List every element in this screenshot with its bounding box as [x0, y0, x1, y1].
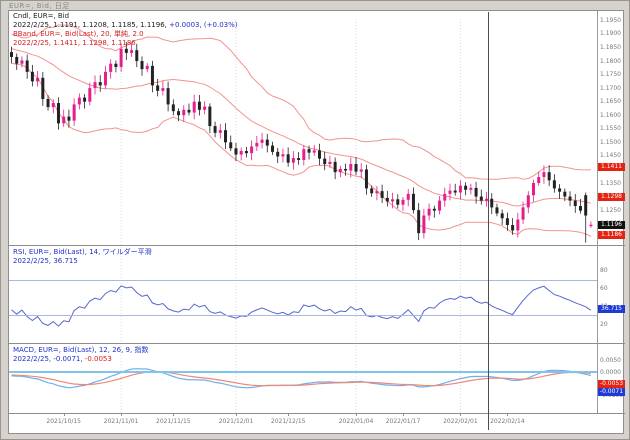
pane-separator-macd[interactable] — [8, 343, 625, 344]
date-tick-label: 2021/11/01 — [103, 418, 139, 425]
price-tick-label: 1.1750 — [600, 71, 621, 79]
bb-mid-badge: 1.1298 — [598, 193, 625, 202]
bollinger-lower-line — [11, 62, 592, 238]
date-axis-line — [8, 413, 625, 414]
price-tick-label: 1.1850 — [600, 44, 621, 51]
macd-pane-legend: MACD, EUR=, Bid(Last), 12, 26, 9, 指数 202… — [13, 346, 148, 364]
candle-ohlc-values: 2022/2/25, 1.1191, 1.1208, 1.1185, 1.119… — [13, 21, 167, 29]
date-tick-mark — [460, 413, 462, 416]
date-tick-mark — [507, 413, 509, 416]
date-tick-mark — [403, 413, 404, 416]
macd-zero-line — [9, 371, 597, 373]
bollinger-upper-line — [11, 24, 591, 180]
macd-value-badge: -0.0071 — [598, 388, 625, 397]
last-price-badge: 1.1196 — [598, 220, 625, 229]
price-tick-label: 1.1550 — [600, 125, 621, 133]
pane-separator-rsi[interactable] — [8, 245, 625, 246]
price-pane-legend: Cndl, EUR=, Bid 2022/2/25, 1.1191, 1.120… — [13, 12, 238, 48]
crosshair-vertical-line — [488, 12, 489, 430]
rsi-line — [11, 285, 592, 327]
date-tick-label: 2021/11/15 — [156, 418, 191, 425]
bb-lower-badge: 1.1186 — [598, 230, 625, 239]
price-tick-label: 1.1350 — [600, 179, 621, 187]
rsi-legend-title: RSI, EUR=, Bid(Last), 14, ワイルダー平滑 — [13, 248, 152, 256]
date-tick-label: 2022/01/17 — [385, 418, 421, 425]
date-tick-mark — [173, 413, 175, 416]
chart-background — [8, 10, 624, 434]
rsi-level-30-line — [9, 315, 597, 316]
price-tick-label: 1.1950 — [600, 16, 621, 24]
macd-legend-title: MACD, EUR=, Bid(Last), 12, 26, 9, 指数 — [13, 346, 149, 354]
date-tick-mark — [121, 413, 123, 416]
price-tick-label: 1.1250 — [600, 206, 621, 214]
rsi-level-70-line — [9, 280, 597, 281]
price-tick-label: 1.1450 — [600, 152, 621, 160]
macd-value: 2022/2/25, -0.0071, — [13, 355, 83, 363]
rsi-legend-value: 2022/2/25, 36.715 — [13, 257, 78, 265]
candle-legend-values: 2022/2/25, 1.1191, 1.1208, 1.1185, 1.119… — [13, 21, 238, 30]
date-tick-label: 2022/01/04 — [338, 418, 374, 425]
price-tick-label: 1.1650 — [600, 98, 621, 106]
price-axis-border — [597, 11, 598, 413]
bband-legend-values: 2022/2/25, 1.1411, 1.1298, 1.1186 — [13, 39, 136, 47]
candlestick-series — [10, 42, 593, 243]
date-tick-mark — [63, 413, 65, 416]
bb-upper-badge: 1.1411 — [598, 162, 625, 171]
date-tick-label: 2022/02/01 — [443, 418, 478, 425]
date-tick-label: 2022/02/14 — [490, 418, 525, 425]
date-tick-mark — [288, 413, 290, 416]
rsi-tick-label: 60 — [600, 285, 608, 293]
price-tick-label: 1.1500 — [600, 138, 621, 146]
price-tick-label: 1.1800 — [600, 57, 621, 65]
date-tick-label: 2021/12/01 — [218, 418, 254, 425]
window-caption: EUR=, Bid, 日足 — [9, 2, 70, 10]
date-tick-mark — [356, 413, 357, 416]
date-tick-mark — [236, 413, 237, 416]
rsi-tick-label: 80 — [600, 267, 608, 275]
candle-legend-title: Cndl, EUR=, Bid — [13, 12, 70, 20]
macd-tick-label: 0.0050 — [600, 357, 621, 364]
price-tick-label: 1.1600 — [600, 111, 621, 119]
price-tick-label: 1.1700 — [600, 84, 621, 92]
rsi-value-badge: 36.715 — [598, 305, 625, 314]
macd-tick-label: 0.0000 — [600, 368, 621, 376]
rsi-tick-label: 20 — [600, 320, 608, 328]
price-tick-label: 1.1900 — [600, 30, 621, 38]
macd-signal-line — [11, 371, 591, 387]
bollinger-middle-line — [11, 48, 592, 207]
candle-change-value: +0.0003, (+0.03%) — [166, 21, 238, 29]
macd-legend-values: 2022/2/25, -0.0071, -0.0053 — [13, 355, 148, 364]
macd-line — [11, 368, 592, 389]
date-tick-label: 2021/10/15 — [46, 418, 81, 425]
macd-signal-value: -0.0053 — [82, 355, 112, 363]
macd-signal-badge: -0.0053 — [598, 380, 625, 389]
bband-legend-title: BBand, EUR=, Bid(Last), 20, 単純, 2.0 — [13, 30, 144, 38]
rsi-pane-legend: RSI, EUR=, Bid(Last), 14, ワイルダー平滑 2022/2… — [13, 248, 152, 266]
date-tick-label: 2021/12/15 — [270, 418, 306, 425]
